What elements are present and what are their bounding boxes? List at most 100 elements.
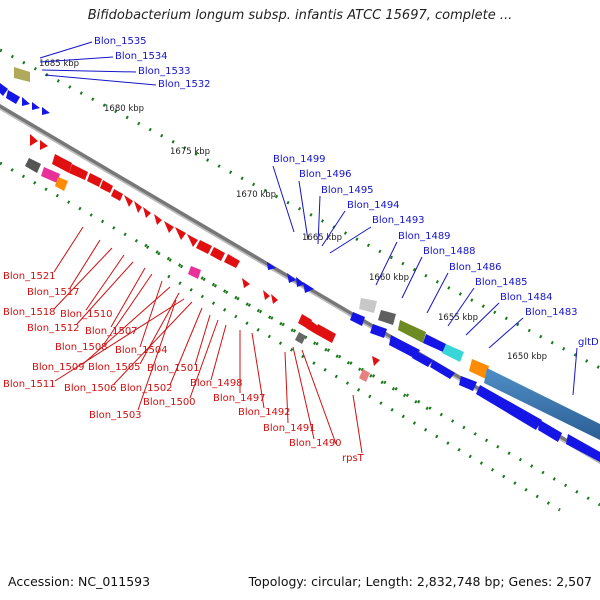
accession-label: Accession: NC_011593 — [8, 574, 151, 589]
gene-reverse[interactable] — [25, 158, 41, 173]
gene-forward[interactable] — [287, 273, 296, 283]
gene-reverse[interactable] — [143, 207, 151, 218]
gene-label-reverse[interactable]: Blon_1500 — [143, 397, 196, 408]
reverse-genes[interactable] — [25, 134, 380, 382]
gene-reverse[interactable] — [154, 214, 162, 225]
gene-reverse[interactable] — [295, 332, 306, 344]
gene-label-reverse[interactable]: Blon_1508 — [55, 342, 108, 353]
gene-reverse[interactable] — [134, 201, 142, 213]
gene-forward[interactable] — [350, 312, 365, 326]
gene-label-forward[interactable]: Blon_1483 — [525, 307, 578, 318]
gene-reverse[interactable] — [69, 164, 88, 180]
gene-label-forward[interactable]: Blon_1486 — [449, 262, 502, 273]
gene-label-forward[interactable]: Blon_1485 — [475, 277, 528, 288]
gene-reverse[interactable] — [188, 266, 201, 279]
gene-label-forward[interactable]: Blon_1488 — [423, 246, 476, 257]
gene-label-reverse[interactable]: Blon_1511 — [3, 379, 56, 390]
gene-forward[interactable] — [398, 320, 426, 343]
gene-reverse[interactable] — [175, 227, 186, 240]
gene-label-reverse[interactable]: Blon_1504 — [115, 345, 168, 356]
gene-reverse[interactable] — [187, 234, 198, 247]
gene-reverse[interactable] — [306, 320, 318, 333]
gene-label-forward[interactable]: Blon_1533 — [138, 66, 191, 77]
gene-label-forward[interactable]: Blon_1484 — [500, 292, 553, 303]
gene-label-forward[interactable]: Blon_1499 — [273, 154, 326, 165]
gene-label-reverse[interactable]: Blon_1491 — [263, 423, 316, 434]
gene-reverse[interactable] — [30, 134, 38, 146]
gene-label-forward[interactable]: Blon_1535 — [94, 36, 147, 47]
gene-reverse[interactable] — [224, 254, 240, 268]
gene-forward[interactable] — [423, 334, 446, 352]
tick-label: 1655 kbp — [438, 313, 478, 323]
gene-label-forward[interactable]: Blon_1495 — [321, 185, 374, 196]
gene-label-reverse[interactable]: Blon_1518 — [3, 307, 56, 318]
gene-reverse[interactable] — [210, 247, 225, 261]
gene-reverse[interactable] — [87, 173, 102, 187]
gene-forward[interactable] — [303, 282, 314, 293]
gene-label-reverse[interactable]: Blon_1503 — [89, 410, 142, 421]
gene-reverse[interactable] — [314, 324, 336, 343]
gene-label-reverse[interactable]: Blon_1492 — [238, 407, 291, 418]
gene-label-reverse[interactable]: Blon_1502 — [120, 383, 173, 394]
gene-label-reverse[interactable]: Blon_1497 — [213, 393, 266, 404]
gene-label-forward[interactable]: Blon_1493 — [372, 215, 425, 226]
gene-label-reverse[interactable]: Blon_1501 — [147, 363, 200, 374]
gene-reverse[interactable] — [124, 195, 133, 207]
gene-reverse[interactable] — [100, 180, 113, 193]
gene-label-reverse[interactable]: Blon_1517 — [27, 287, 80, 298]
gene-forward[interactable] — [0, 83, 8, 96]
gene-reverse[interactable] — [263, 290, 270, 300]
gene-forward[interactable] — [484, 368, 600, 440]
gene-forward[interactable] — [32, 102, 40, 110]
gene-reverse[interactable] — [271, 294, 278, 304]
gene-reverse[interactable] — [242, 278, 250, 288]
gene-label-forward[interactable]: Blon_1494 — [347, 200, 400, 211]
genome-summary: Topology: circular; Length: 2,832,748 bp… — [248, 574, 592, 589]
gene-reverse[interactable] — [164, 221, 174, 233]
gene-label-reverse[interactable]: Blon_1521 — [3, 271, 56, 282]
gene-forward[interactable] — [378, 310, 396, 325]
gene-label-forward[interactable]: Blon_1532 — [158, 79, 211, 90]
gene-reverse[interactable] — [196, 240, 212, 254]
gene-label-reverse[interactable]: Blon_1506 — [64, 383, 117, 394]
gene-forward[interactable] — [296, 277, 305, 287]
gene-label-reverse[interactable]: Blon_1507 — [85, 326, 138, 337]
gene-forward[interactable] — [14, 67, 30, 82]
gene-label-forward[interactable]: Blon_1534 — [115, 51, 168, 62]
gene-reverse[interactable] — [111, 189, 123, 201]
gene-forward[interactable] — [267, 262, 276, 270]
gene-forward[interactable] — [459, 376, 477, 391]
gene-label-reverse[interactable]: Blon_1509 — [32, 362, 85, 373]
gene-reverse[interactable] — [55, 177, 68, 191]
gene-forward[interactable] — [42, 107, 50, 115]
gene-forward[interactable] — [442, 344, 464, 362]
gene-label-reverse[interactable]: Blon_1490 — [289, 438, 342, 449]
gene-forward[interactable] — [389, 335, 420, 358]
gene-label-reverse[interactable]: Blon_1505 — [88, 362, 141, 373]
gene-reverse[interactable] — [41, 167, 60, 183]
gene-forward[interactable] — [370, 324, 387, 338]
gene-label-reverse[interactable]: Blon_1510 — [60, 309, 113, 320]
gene-label-forward[interactable]: Blon_1489 — [398, 231, 451, 242]
gene-reverse[interactable] — [372, 356, 380, 366]
coordinate-ticks: 1685 kbp 1680 kbp 1675 kbp 1670 kbp 1665… — [39, 59, 547, 362]
gene-forward[interactable] — [538, 420, 562, 442]
gene-forward[interactable] — [566, 434, 600, 462]
gene-forward[interactable] — [22, 97, 30, 106]
gene-reverse[interactable] — [52, 154, 72, 173]
gene-label-forward[interactable]: Blon_1496 — [299, 169, 352, 180]
gene-label-reverse[interactable]: Blon_1512 — [27, 323, 80, 334]
gene-forward[interactable] — [476, 385, 542, 430]
gene-forward[interactable] — [6, 90, 20, 104]
gene-reverse[interactable] — [40, 140, 48, 150]
gene-label-forward[interactable]: gltD — [578, 337, 599, 348]
gene-forward[interactable] — [412, 351, 433, 367]
gene-forward[interactable] — [359, 298, 377, 313]
gene-forward[interactable] — [430, 360, 455, 379]
gene-label-reverse[interactable]: rpsT — [342, 453, 365, 464]
gene-label-reverse[interactable]: Blon_1498 — [190, 378, 243, 389]
forward-genes[interactable] — [0, 67, 600, 462]
gene-reverse[interactable] — [359, 369, 370, 382]
gene-forward[interactable] — [469, 359, 489, 379]
